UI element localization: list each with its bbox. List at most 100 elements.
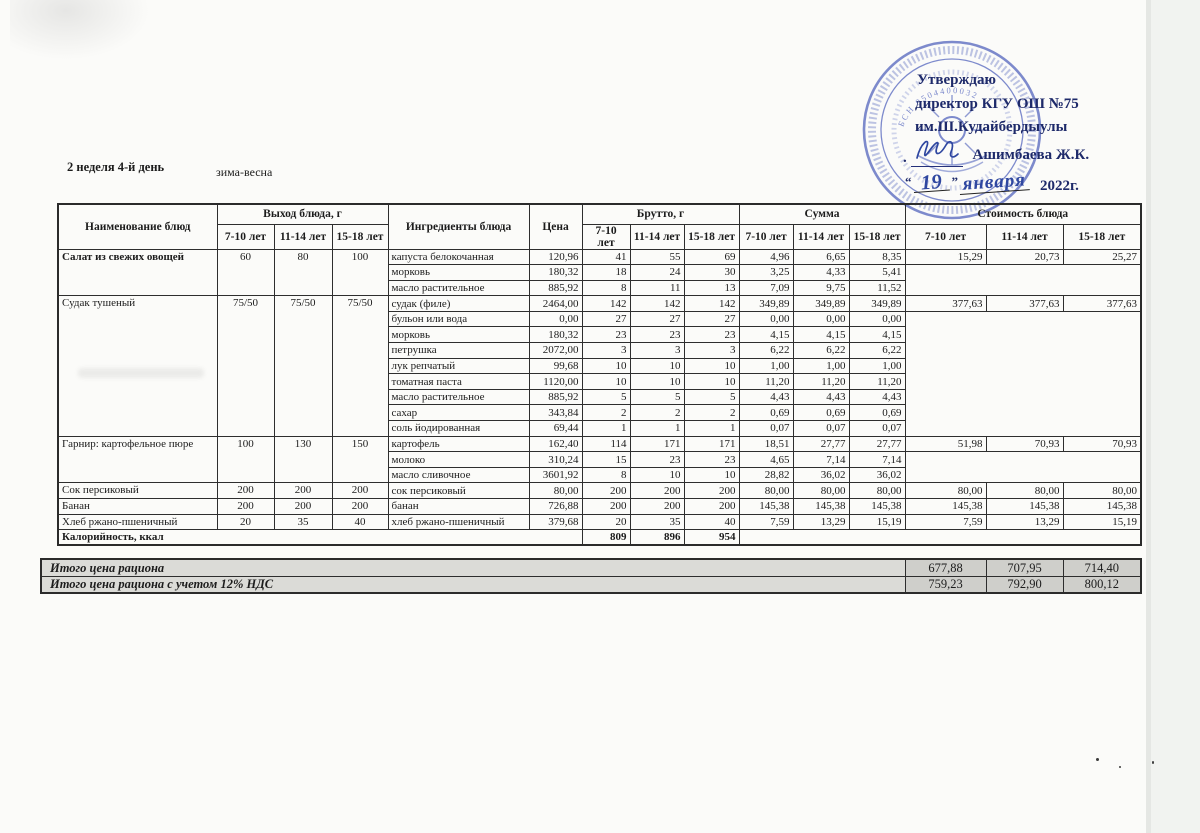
approval-director: директор КГУ ОШ №75 xyxy=(915,96,1079,112)
brutto-cell: 35 xyxy=(629,513,685,531)
age-col: 11-14 лет xyxy=(629,223,685,250)
summa-cell: 0,69 xyxy=(738,404,794,422)
calories-label: Калорийность, ккал xyxy=(57,529,583,546)
ingredient-name: масло растительное xyxy=(387,279,530,297)
output-cell: 60 xyxy=(216,248,275,297)
age-col: 7-10 лет xyxy=(904,223,987,250)
output-cell: 150 xyxy=(331,435,389,484)
output-cell: 130 xyxy=(273,435,333,484)
output-cell: 100 xyxy=(331,248,389,297)
summa-cell: 8,35 xyxy=(848,248,906,266)
dish-name: Гарнир: картофельное пюре xyxy=(57,435,218,484)
output-cell: 75/50 xyxy=(331,295,389,437)
brutto-cell: 30 xyxy=(683,264,740,281)
summa-cell: 4,43 xyxy=(738,388,794,406)
output-cell: 200 xyxy=(216,498,275,515)
cost-cell: 7,59 xyxy=(904,513,987,531)
signature-underline xyxy=(910,140,963,167)
cost-cell: 145,38 xyxy=(1062,498,1142,515)
summa-cell: 4,43 xyxy=(848,388,906,406)
output-cell: 35 xyxy=(273,513,333,531)
price-cell: 885,92 xyxy=(528,388,583,406)
summa-cell: 7,59 xyxy=(738,513,794,531)
brutto-cell: 200 xyxy=(683,482,740,499)
brutto-cell: 171 xyxy=(629,435,685,453)
cost-cell: 15,19 xyxy=(1062,513,1142,531)
price-cell: 80,00 xyxy=(528,482,583,499)
price-cell: 2072,00 xyxy=(528,342,583,359)
age-col: 15-18 лет xyxy=(1062,223,1142,250)
output-cell: 200 xyxy=(331,482,389,499)
price-cell: 69,44 xyxy=(528,420,583,437)
age-col: 15-18 лет xyxy=(848,223,906,250)
summa-cell: 5,41 xyxy=(848,264,906,281)
summa-cell: 36,02 xyxy=(848,466,906,484)
brutto-cell: 10 xyxy=(581,373,631,390)
total-value: 792,90 xyxy=(985,575,1064,594)
handwritten-signature xyxy=(915,140,959,159)
summa-cell: 1,00 xyxy=(848,357,906,375)
brutto-cell: 10 xyxy=(683,466,740,484)
brutto-cell: 27 xyxy=(629,310,685,328)
summa-cell: 80,00 xyxy=(848,482,906,499)
menu-table: Наименование блюд Выход блюда, г Ингреди… xyxy=(57,203,1143,547)
cost-cell: 80,00 xyxy=(904,482,987,499)
total-value: 707,95 xyxy=(985,558,1064,577)
header-summa: Сумма xyxy=(738,203,906,225)
cost-empty-cell xyxy=(904,310,1142,437)
brutto-cell: 200 xyxy=(629,482,685,499)
cost-cell: 145,38 xyxy=(904,498,987,515)
total-label: Итого цена рациона с учетом 12% НДС xyxy=(40,575,906,594)
cost-cell: 80,00 xyxy=(985,482,1064,499)
output-cell: 75/50 xyxy=(273,295,333,437)
age-col: 15-18 лет xyxy=(331,223,389,250)
price-cell: 885,92 xyxy=(528,279,583,297)
summa-cell: 80,00 xyxy=(738,482,794,499)
price-cell: 162,40 xyxy=(528,435,583,453)
ingredient-name: морковь xyxy=(387,326,530,344)
brutto-cell: 10 xyxy=(683,357,740,375)
output-cell: 40 xyxy=(331,513,389,531)
brutto-cell: 15 xyxy=(581,451,631,468)
date-year: 2022г. xyxy=(1040,178,1079,194)
brutto-cell: 23 xyxy=(629,326,685,344)
summa-cell: 4,65 xyxy=(738,451,794,468)
summa-cell: 27,77 xyxy=(792,435,850,453)
brutto-cell: 142 xyxy=(683,295,740,312)
age-col: 11-14 лет xyxy=(792,223,850,250)
price-cell: 180,32 xyxy=(528,264,583,281)
summa-cell: 145,38 xyxy=(848,498,906,515)
calories-value: 809 xyxy=(581,529,631,546)
brutto-cell: 13 xyxy=(683,279,740,297)
summa-cell: 27,77 xyxy=(848,435,906,453)
cost-cell: 377,63 xyxy=(1062,295,1142,312)
summa-cell: 28,82 xyxy=(738,466,794,484)
week-day-label: 2 неделя 4-й день xyxy=(67,160,165,174)
age-col: 11-14 лет xyxy=(273,223,333,250)
ink-speck xyxy=(1096,758,1099,761)
season-label: зима-весна xyxy=(216,165,273,179)
summa-cell: 0,00 xyxy=(792,310,850,328)
brutto-cell: 69 xyxy=(683,248,740,266)
calories-value: 954 xyxy=(683,529,740,546)
brutto-cell: 27 xyxy=(683,310,740,328)
summa-cell: 11,20 xyxy=(738,373,794,390)
brutto-cell: 2 xyxy=(581,404,631,422)
ingredient-name: бульон или вода xyxy=(387,310,530,328)
calories-empty-cell xyxy=(738,529,1142,546)
cost-empty-cell xyxy=(904,264,1142,297)
header-price: Цена xyxy=(528,203,583,250)
cost-cell: 70,93 xyxy=(1062,435,1142,453)
ingredient-name: петрушка xyxy=(387,342,530,359)
summa-cell: 0,69 xyxy=(792,404,850,422)
brutto-cell: 200 xyxy=(581,498,631,515)
summa-cell: 36,02 xyxy=(792,466,850,484)
brutto-cell: 24 xyxy=(629,264,685,281)
brutto-cell: 200 xyxy=(629,498,685,515)
brutto-cell: 8 xyxy=(581,466,631,484)
summa-cell: 0,00 xyxy=(738,310,794,328)
brutto-cell: 27 xyxy=(581,310,631,328)
approval-school: им.Ш.Кудайбердыулы xyxy=(915,119,1068,135)
brutto-cell: 1 xyxy=(683,420,740,437)
